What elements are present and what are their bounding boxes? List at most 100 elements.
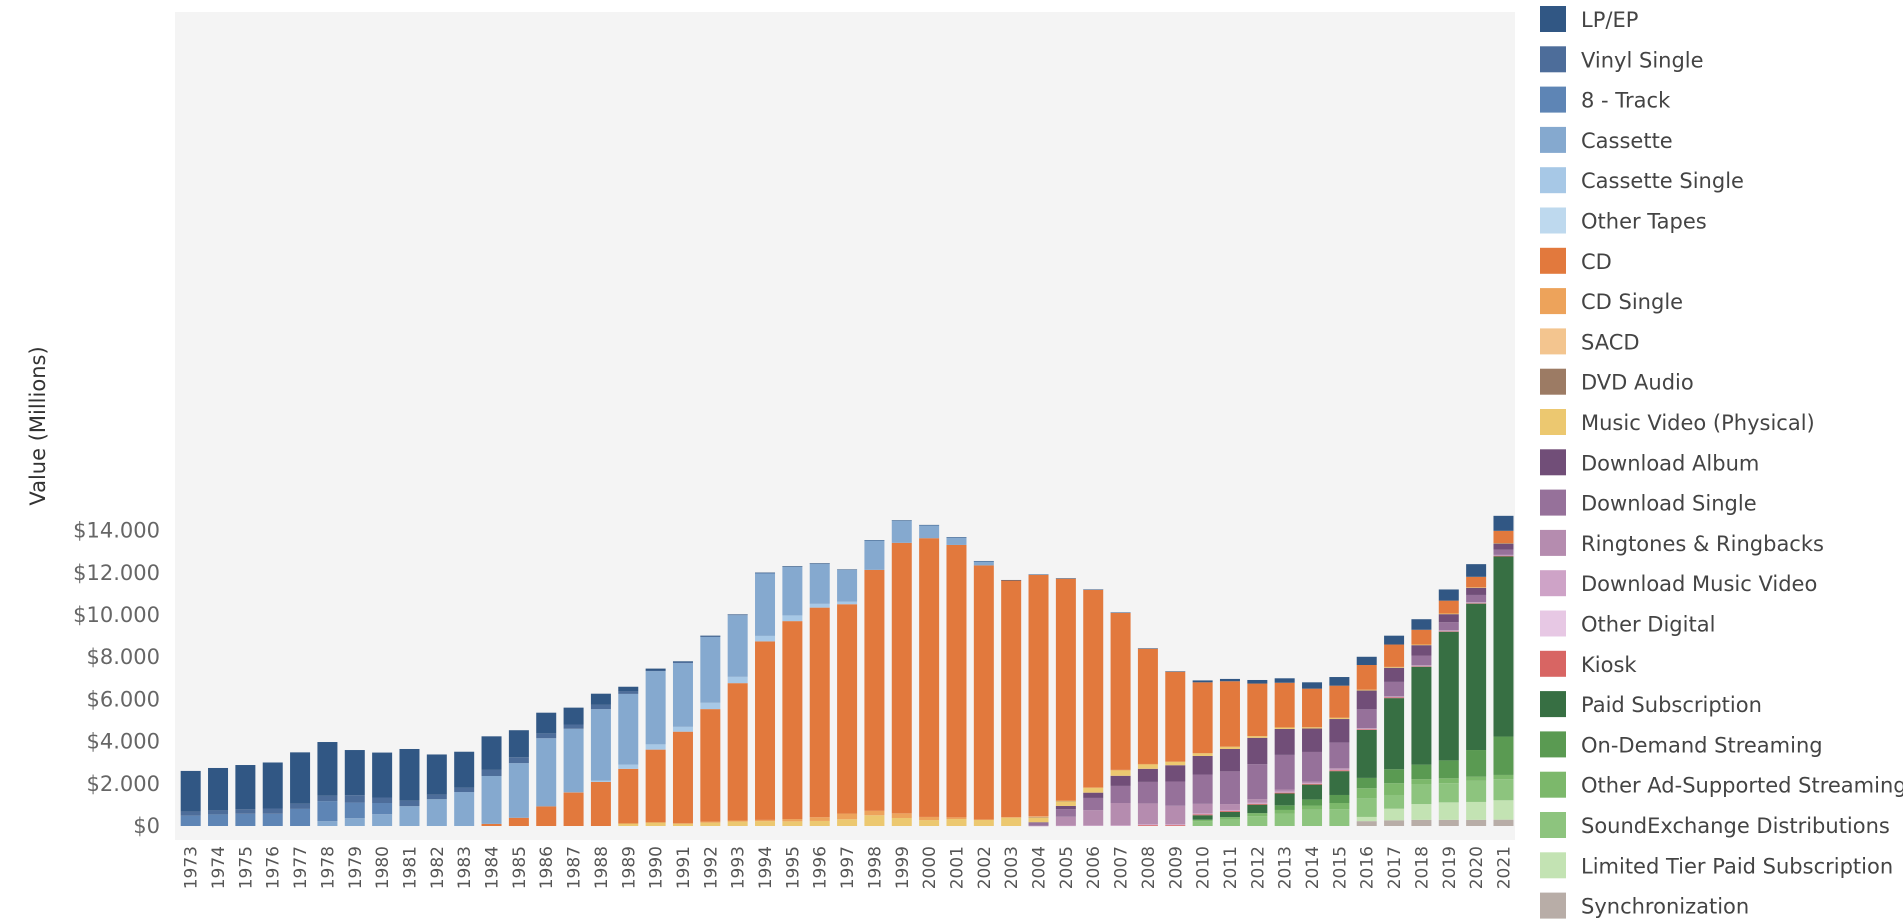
bar-segment (891, 813, 912, 818)
bar-segment (1411, 629, 1432, 645)
bar-segment (864, 540, 885, 570)
bar-segment (919, 820, 940, 826)
bar-segment (1083, 792, 1104, 798)
bar-segment (180, 770, 201, 812)
bar-segment (618, 764, 639, 769)
bar-segment (1493, 549, 1514, 555)
bar-segment (1356, 728, 1377, 730)
bar-segment (508, 757, 529, 764)
bar-segment (618, 686, 639, 692)
legend-swatch (1540, 529, 1566, 556)
bar-segment (1274, 792, 1295, 794)
bar-segment (1219, 819, 1240, 826)
bar-segment (1466, 594, 1487, 603)
x-tick-label: 1974 (209, 846, 229, 889)
bar-segment (864, 540, 885, 541)
bar-segment (1411, 644, 1432, 646)
x-tick-label: 2010 (1194, 846, 1214, 889)
bar-segment (1466, 564, 1487, 577)
x-tick-label: 1996 (811, 846, 831, 889)
bar-segment (290, 808, 311, 826)
bar-segment (1438, 819, 1459, 826)
bar-segment (1137, 648, 1158, 764)
bar-segment (1411, 666, 1432, 765)
bar-segment (1055, 578, 1076, 579)
legend-swatch (1540, 489, 1566, 516)
bar-segment (864, 810, 885, 816)
bar-segment (1219, 817, 1240, 820)
bar-segment (973, 565, 994, 820)
bar-segment (700, 635, 721, 637)
bar-segment (1083, 787, 1104, 793)
bar-segment (1329, 677, 1350, 686)
bar-segment (1356, 816, 1377, 822)
bar-segment (1384, 696, 1405, 698)
bar-segment (372, 803, 393, 815)
legend-label: Paid Subscription (1581, 693, 1762, 717)
bar-segment (1274, 809, 1295, 814)
bar-segment (1356, 728, 1377, 729)
bar-segment (1356, 788, 1377, 799)
x-tick-label: 1988 (592, 846, 612, 889)
legend-label: Kiosk (1581, 653, 1637, 677)
bar-segment (1302, 782, 1323, 784)
x-tick-label: 1977 (291, 846, 311, 889)
bar-segment (399, 806, 420, 826)
bar-segment (1329, 809, 1350, 826)
bar-segment (1329, 685, 1350, 718)
bar-segment (1384, 794, 1405, 809)
bar-segment (1302, 682, 1323, 689)
bar-segment (1165, 805, 1186, 825)
bar-segment (1466, 602, 1487, 603)
x-tick-label: 1975 (236, 846, 256, 889)
bar-segment (672, 726, 693, 732)
bar-segment (1219, 678, 1240, 682)
bar-segment (1165, 671, 1186, 762)
bar-segment (1466, 776, 1487, 781)
bar-segment (727, 676, 748, 684)
bar-segment (536, 738, 557, 807)
bar-segment (590, 704, 611, 710)
bar-segment (1165, 781, 1186, 806)
x-tick-label: 1980 (373, 846, 393, 889)
bar-segment (1466, 819, 1487, 826)
bar-segment (1192, 815, 1213, 820)
bar-segment (1055, 805, 1076, 810)
bar-segment (700, 702, 721, 710)
bar-segment (317, 742, 338, 796)
bar-segment (372, 752, 393, 798)
bar-segment (672, 663, 693, 727)
bar-segment (235, 765, 256, 810)
bar-segment (1028, 822, 1049, 823)
bar-segment (1411, 804, 1432, 820)
bar-segment (1356, 690, 1377, 710)
x-tick-label: 1982 (428, 846, 448, 889)
bar-segment (973, 561, 994, 566)
bar-segment (809, 563, 830, 564)
bar-segment (1384, 698, 1405, 770)
bar-segment (1219, 811, 1240, 812)
bar-segment (618, 768, 639, 824)
x-tick-label: 2006 (1084, 846, 1104, 889)
bar-segment (809, 820, 830, 826)
bar-segment (508, 763, 529, 818)
x-tick-label: 1978 (318, 846, 338, 889)
x-tick-label: 1994 (756, 846, 776, 889)
bar-segment (837, 601, 858, 605)
x-tick-label: 1991 (674, 846, 694, 889)
bar-segment (1466, 603, 1487, 604)
bar-segment (1438, 802, 1459, 820)
bar-segment (1493, 543, 1514, 544)
legend-label: Vinyl Single (1581, 48, 1704, 72)
bar-segment (973, 819, 994, 820)
x-axis-ticks: 1973 1974 1975 1976 1977 1978 1979 1980 1981 1982… (182, 846, 1515, 889)
bar-segment (1466, 602, 1487, 604)
legend-label: CD Single (1581, 290, 1683, 314)
bar-segment (1137, 648, 1158, 649)
bar-segment (618, 823, 639, 826)
bar-segment (1055, 816, 1076, 826)
x-tick-label: 2013 (1276, 846, 1296, 889)
bar-segment (1055, 801, 1076, 806)
x-tick-label: 2018 (1412, 846, 1432, 889)
bar-segment (755, 641, 776, 820)
